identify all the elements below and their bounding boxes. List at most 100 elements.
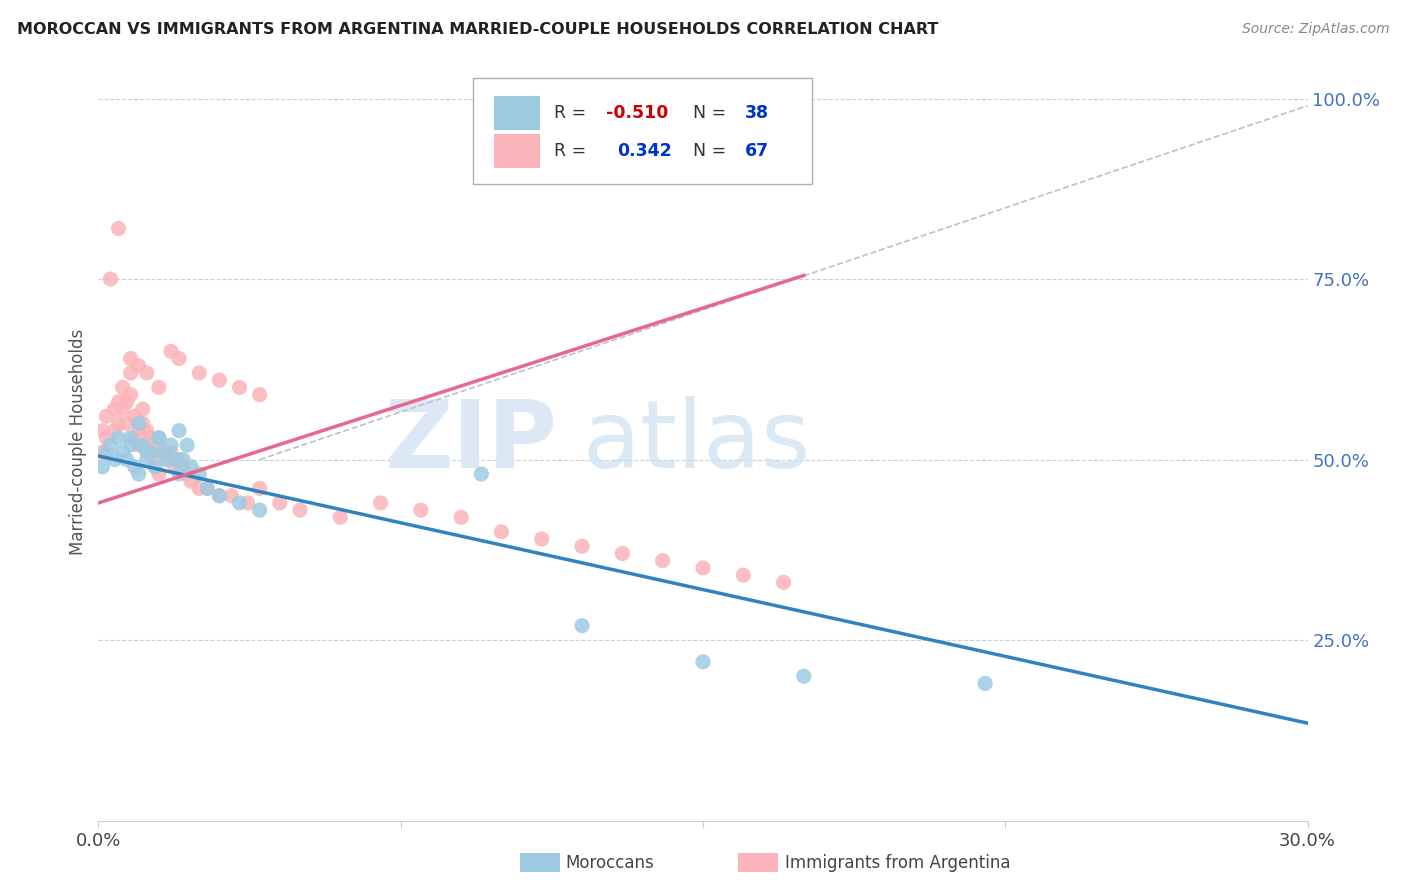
Point	[128, 467, 150, 481]
Point	[228, 380, 250, 394]
Point	[612, 546, 634, 560]
Point	[111, 445, 134, 459]
Point	[491, 524, 513, 539]
Point	[208, 489, 231, 503]
Point	[128, 438, 150, 452]
Point	[530, 532, 553, 546]
FancyBboxPatch shape	[474, 78, 811, 184]
Text: R =: R =	[554, 142, 598, 161]
Point	[96, 431, 118, 445]
Text: MOROCCAN VS IMMIGRANTS FROM ARGENTINA MARRIED-COUPLE HOUSEHOLDS CORRELATION CHAR: MOROCCAN VS IMMIGRANTS FROM ARGENTINA MA…	[17, 22, 938, 37]
Text: 67: 67	[745, 142, 769, 161]
Point	[450, 510, 472, 524]
Point	[148, 467, 170, 481]
Point	[692, 561, 714, 575]
Point	[135, 452, 157, 467]
Point	[107, 417, 129, 431]
Point	[128, 417, 150, 431]
Bar	[494, 96, 540, 130]
Point	[163, 452, 186, 467]
Point	[139, 445, 162, 459]
Point	[103, 402, 125, 417]
Point	[167, 424, 190, 438]
Point	[135, 438, 157, 452]
Point	[148, 380, 170, 394]
Text: Moroccans: Moroccans	[565, 855, 654, 872]
Point	[974, 676, 997, 690]
Point	[288, 503, 311, 517]
Y-axis label: Married-couple Households: Married-couple Households	[69, 328, 87, 555]
Point	[208, 373, 231, 387]
Point	[470, 467, 492, 481]
Point	[124, 459, 146, 474]
Point	[132, 402, 155, 417]
Point	[160, 445, 183, 459]
Text: N =: N =	[693, 104, 733, 122]
Point	[148, 431, 170, 445]
Point	[160, 344, 183, 359]
Point	[156, 452, 179, 467]
Text: 38: 38	[745, 104, 769, 122]
Point	[180, 459, 202, 474]
Point	[132, 417, 155, 431]
Point	[148, 431, 170, 445]
Point	[160, 438, 183, 452]
Point	[96, 445, 118, 459]
Point	[128, 359, 150, 373]
Point	[124, 409, 146, 424]
Point	[249, 387, 271, 401]
Point	[143, 452, 166, 467]
Point	[100, 272, 122, 286]
Point	[124, 431, 146, 445]
Point	[128, 424, 150, 438]
Point	[793, 669, 815, 683]
Point	[370, 496, 392, 510]
Point	[91, 459, 114, 474]
Point	[152, 445, 174, 459]
Point	[120, 351, 142, 366]
Point	[152, 445, 174, 459]
Point	[100, 438, 122, 452]
Text: atlas: atlas	[582, 395, 810, 488]
Point	[111, 402, 134, 417]
Text: ZIP: ZIP	[385, 395, 558, 488]
Text: Source: ZipAtlas.com: Source: ZipAtlas.com	[1241, 22, 1389, 37]
Point	[269, 496, 291, 510]
Point	[692, 655, 714, 669]
Point	[103, 452, 125, 467]
Point	[329, 510, 352, 524]
Point	[571, 618, 593, 632]
Point	[228, 496, 250, 510]
Point	[103, 424, 125, 438]
Point	[135, 424, 157, 438]
Point	[139, 445, 162, 459]
Bar	[494, 134, 540, 169]
Point	[115, 417, 138, 431]
Point	[188, 482, 211, 496]
Point	[221, 489, 243, 503]
Point	[91, 445, 114, 459]
Point	[120, 438, 142, 452]
Point	[188, 366, 211, 380]
Point	[135, 445, 157, 459]
Point	[188, 467, 211, 481]
Text: R =: R =	[554, 104, 592, 122]
Point	[208, 489, 231, 503]
Point	[176, 467, 198, 481]
Point	[651, 554, 673, 568]
Text: N =: N =	[693, 142, 733, 161]
Text: Immigrants from Argentina: Immigrants from Argentina	[785, 855, 1010, 872]
Point	[156, 452, 179, 467]
Point	[176, 438, 198, 452]
Point	[249, 503, 271, 517]
Point	[172, 452, 194, 467]
Point	[167, 467, 190, 481]
Point	[115, 394, 138, 409]
Point	[120, 387, 142, 401]
Point	[91, 424, 114, 438]
Point	[107, 394, 129, 409]
Point	[120, 431, 142, 445]
Point	[135, 366, 157, 380]
Point	[409, 503, 432, 517]
Point	[236, 496, 259, 510]
